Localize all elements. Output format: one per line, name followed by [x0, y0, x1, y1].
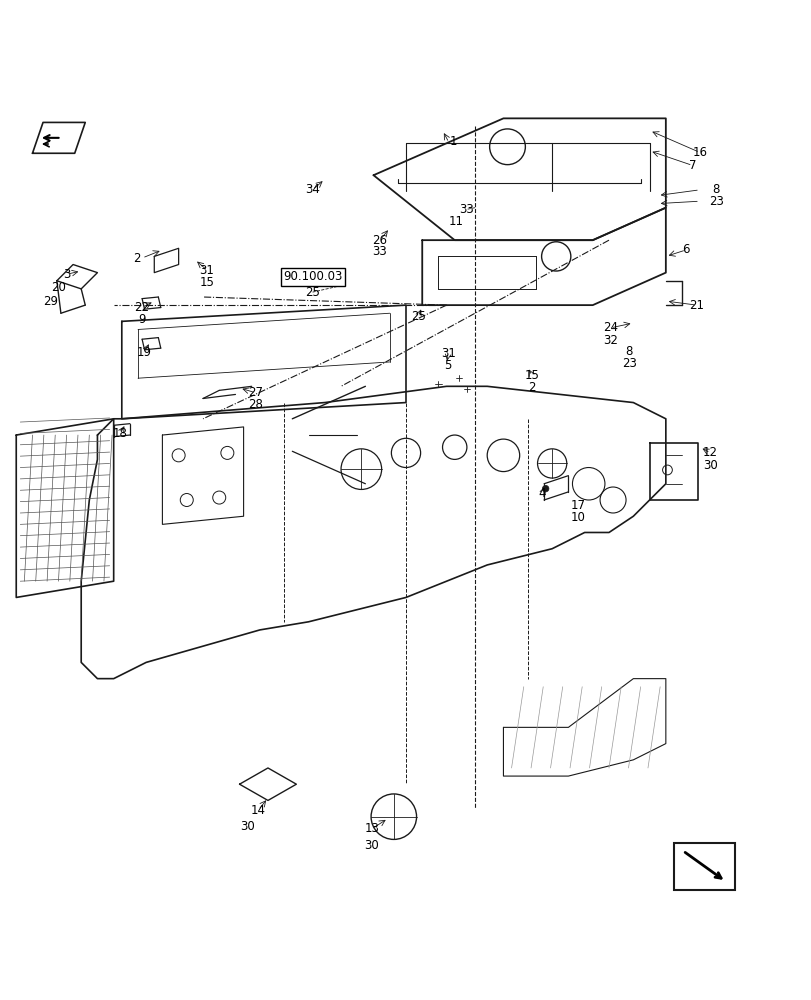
- Text: 31: 31: [200, 264, 214, 277]
- Text: 2: 2: [527, 381, 535, 394]
- Text: 31: 31: [440, 347, 455, 360]
- Text: 6: 6: [681, 243, 689, 256]
- Text: 33: 33: [459, 203, 474, 216]
- Text: 13: 13: [364, 822, 379, 835]
- Text: 29: 29: [43, 295, 58, 308]
- Text: 2: 2: [132, 252, 140, 265]
- Text: 3: 3: [62, 268, 71, 281]
- Text: 34: 34: [305, 183, 320, 196]
- Text: 1: 1: [448, 135, 457, 148]
- Text: 27: 27: [248, 386, 263, 399]
- Text: 22: 22: [135, 301, 149, 314]
- Text: 32: 32: [603, 334, 617, 347]
- Text: 21: 21: [689, 299, 703, 312]
- Text: 12: 12: [702, 446, 717, 459]
- Text: 26: 26: [372, 234, 387, 247]
- Text: 33: 33: [372, 245, 387, 258]
- Text: 7: 7: [688, 159, 696, 172]
- Text: 8: 8: [711, 183, 719, 196]
- Circle shape: [542, 485, 548, 492]
- Text: 8: 8: [624, 345, 633, 358]
- Text: 30: 30: [240, 820, 255, 833]
- Text: 25: 25: [305, 286, 320, 299]
- Text: 5: 5: [444, 359, 452, 372]
- Text: 28: 28: [248, 398, 263, 411]
- Text: 20: 20: [51, 281, 66, 294]
- Text: 16: 16: [692, 146, 706, 159]
- Text: 10: 10: [570, 511, 585, 524]
- Text: 17: 17: [570, 499, 585, 512]
- Text: 23: 23: [708, 195, 723, 208]
- Text: 25: 25: [410, 310, 425, 323]
- Text: 18: 18: [113, 427, 127, 440]
- Text: 24: 24: [603, 321, 617, 334]
- Text: 11: 11: [448, 215, 463, 228]
- Text: 23: 23: [621, 357, 636, 370]
- Text: 4: 4: [538, 487, 546, 500]
- Text: 19: 19: [137, 346, 152, 359]
- Text: 14: 14: [251, 804, 265, 817]
- Text: 9: 9: [138, 313, 146, 326]
- Text: 15: 15: [200, 276, 214, 289]
- Text: 15: 15: [524, 369, 539, 382]
- Text: 30: 30: [702, 459, 717, 472]
- Text: 30: 30: [364, 839, 379, 852]
- Bar: [673, 843, 734, 890]
- Text: 90.100.03: 90.100.03: [282, 270, 342, 283]
